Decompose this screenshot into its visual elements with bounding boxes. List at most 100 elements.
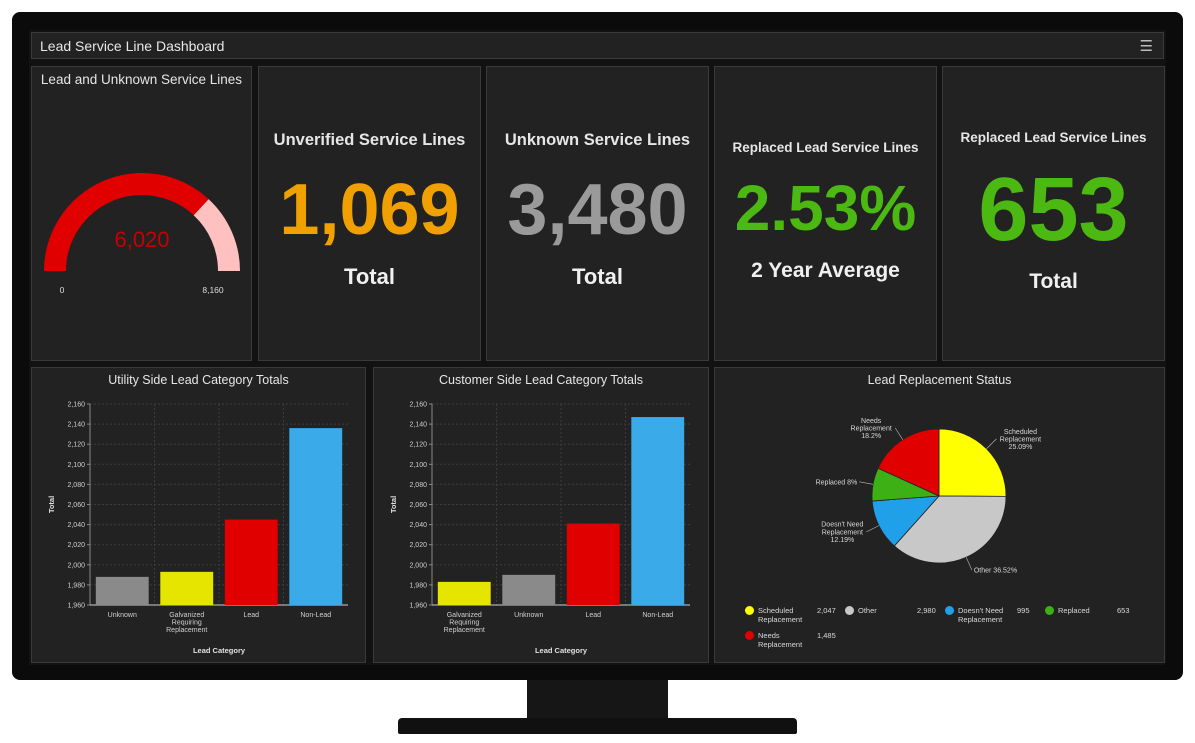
y-tick-label: 2,020 [67, 542, 85, 549]
dashboard-screen: Lead Service Line Dashboard ☰ Lead and U… [29, 30, 1166, 665]
pie-slice-label: Needs [861, 418, 882, 425]
x-tick-label: Unknown [514, 612, 543, 619]
y-tick-label: 2,160 [409, 402, 427, 409]
pie-slice-label: Replacement [822, 529, 863, 536]
legend-swatch [845, 606, 854, 615]
legend-item[interactable]: Doesn't Need Replacement 995 [945, 606, 1145, 630]
pie-slice-label: Replacement [851, 425, 892, 432]
x-tick-label: Galvanized [169, 612, 204, 619]
x-tick-label: Replacement [444, 627, 485, 634]
legend-label: Needs Replacement [758, 631, 803, 649]
kpi-heading: Replaced Lead Service Lines [960, 130, 1147, 145]
gauge-chart: 6,020 0 8,160 [44, 173, 240, 295]
x-tick-label: Lead [585, 612, 601, 619]
y-tick-label: 2,000 [67, 562, 85, 569]
legend-label: Scheduled Replacement [758, 606, 803, 624]
pie-leader-line [894, 427, 903, 440]
pie-slice[interactable] [893, 495, 1007, 564]
monitor-stand-neck [527, 680, 668, 720]
monitor-bezel: Lead Service Line Dashboard ☰ Lead and U… [12, 12, 1183, 680]
x-axis-label: Lead Category [193, 646, 246, 655]
kpi-subtitle: Total [344, 264, 395, 289]
legend-swatch [745, 631, 754, 640]
legend-item[interactable]: Needs Replacement 1,485 [745, 631, 945, 655]
y-tick-label: 2,000 [409, 562, 427, 569]
monitor-stand-base [398, 718, 797, 734]
y-tick-label: 2,060 [409, 502, 427, 509]
pie-leader-line [986, 438, 997, 449]
y-tick-label: 2,080 [409, 482, 427, 489]
legend-value: 2,047 [817, 606, 836, 615]
y-tick-label: 2,040 [409, 522, 427, 529]
legend-swatch [945, 606, 954, 615]
kpi-subtitle: Total [572, 264, 623, 289]
pie-slice[interactable] [877, 428, 940, 497]
legend-item[interactable]: Other 2,980 [845, 606, 1045, 630]
pie-slice-label: Doesn't Need [821, 522, 863, 529]
bar[interactable] [566, 523, 620, 605]
kpi-heading: Unknown Service Lines [504, 131, 691, 149]
y-tick-label: 2,120 [409, 442, 427, 449]
bar[interactable] [437, 581, 491, 605]
pie-leader-line [859, 481, 874, 485]
y-tick-label: 1,960 [67, 603, 85, 610]
y-tick-label: 2,100 [409, 462, 427, 469]
y-axis-label: Total [389, 496, 398, 513]
x-tick-label: Unknown [108, 612, 137, 619]
legend-label: Other [858, 606, 877, 615]
pie-slice-label: 12.19% [830, 537, 854, 544]
pie-leader-line [965, 557, 973, 571]
legend-item[interactable]: Replaced 653 [1045, 606, 1195, 630]
dashboard-header: Lead Service Line Dashboard ☰ [31, 32, 1164, 59]
y-tick-label: 1,980 [409, 582, 427, 589]
legend-swatch [745, 606, 754, 615]
bar[interactable] [631, 417, 685, 605]
gauge-value-label: 6,020 [114, 227, 169, 252]
utility-side-chart-panel: Utility Side Lead Category Totals 1,960 1… [31, 367, 366, 663]
x-tick-label: Galvanized [447, 612, 482, 619]
kpi-subtitle: Total [1029, 270, 1078, 293]
pie-slice-label: 18.2% [861, 433, 881, 440]
x-tick-label: Requiring [449, 620, 479, 627]
bar[interactable] [95, 576, 149, 605]
kpi-unknown-panel: Unknown Service Lines 3,480 Total [486, 66, 709, 361]
bar[interactable] [502, 574, 556, 605]
gauge-title: Lead and Unknown Service Lines [40, 72, 243, 87]
bar[interactable] [289, 428, 343, 605]
y-tick-label: 2,140 [67, 422, 85, 429]
replacement-status-panel: Lead Replacement Status Scheduled Replace… [714, 367, 1165, 663]
y-tick-label: 2,140 [409, 422, 427, 429]
kpi-heading: Unverified Service Lines [273, 131, 466, 149]
hamburger-menu-icon[interactable]: ☰ [1139, 38, 1153, 55]
kpi-unverified-panel: Unverified Service Lines 1,069 Total [258, 66, 481, 361]
y-tick-label: 2,160 [67, 402, 85, 409]
legend-value: 653 [1117, 606, 1130, 615]
x-tick-label: Non-Lead [300, 612, 331, 619]
x-tick-label: Non-Lead [642, 612, 673, 619]
kpi-heading: Replaced Lead Service Lines [732, 140, 919, 155]
chart-title: Customer Side Lead Category Totals [438, 373, 644, 387]
customer-side-chart-panel: Customer Side Lead Category Totals 1,960… [373, 367, 709, 663]
x-tick-label: Replacement [166, 627, 207, 634]
dashboard-title: Lead Service Line Dashboard [40, 38, 225, 54]
utility-side-bar-chart: 1,960 1,980 2,000 2,020 2,040 2,060 2,080 2,100… [47, 402, 348, 655]
pie-leader-line [866, 525, 880, 533]
kpi-value: 653 [978, 160, 1129, 260]
y-tick-label: 1,980 [67, 582, 85, 589]
x-axis-label: Lead Category [535, 646, 588, 655]
legend-item[interactable]: Scheduled Replacement 2,047 [745, 606, 945, 630]
y-tick-label: 2,060 [67, 502, 85, 509]
gauge-remaining-arc [193, 199, 240, 271]
kpi-replaced-percent-panel: Replaced Lead Service Lines 2.53% 2 Year… [714, 66, 937, 361]
kpi-subtitle: 2 Year Average [751, 259, 900, 282]
x-tick-label: Lead [243, 612, 259, 619]
bar[interactable] [160, 571, 214, 605]
legend-swatch [1045, 606, 1054, 615]
pie-slice-label: Other 36.52% [974, 568, 1017, 575]
gauge-value-arc [44, 173, 209, 271]
kpi-value: 1,069 [279, 170, 460, 250]
pie-slice-label: Scheduled [1004, 429, 1037, 436]
kpi-replaced-total-panel: Replaced Lead Service Lines 653 Total [942, 66, 1165, 361]
bar[interactable] [224, 519, 278, 605]
